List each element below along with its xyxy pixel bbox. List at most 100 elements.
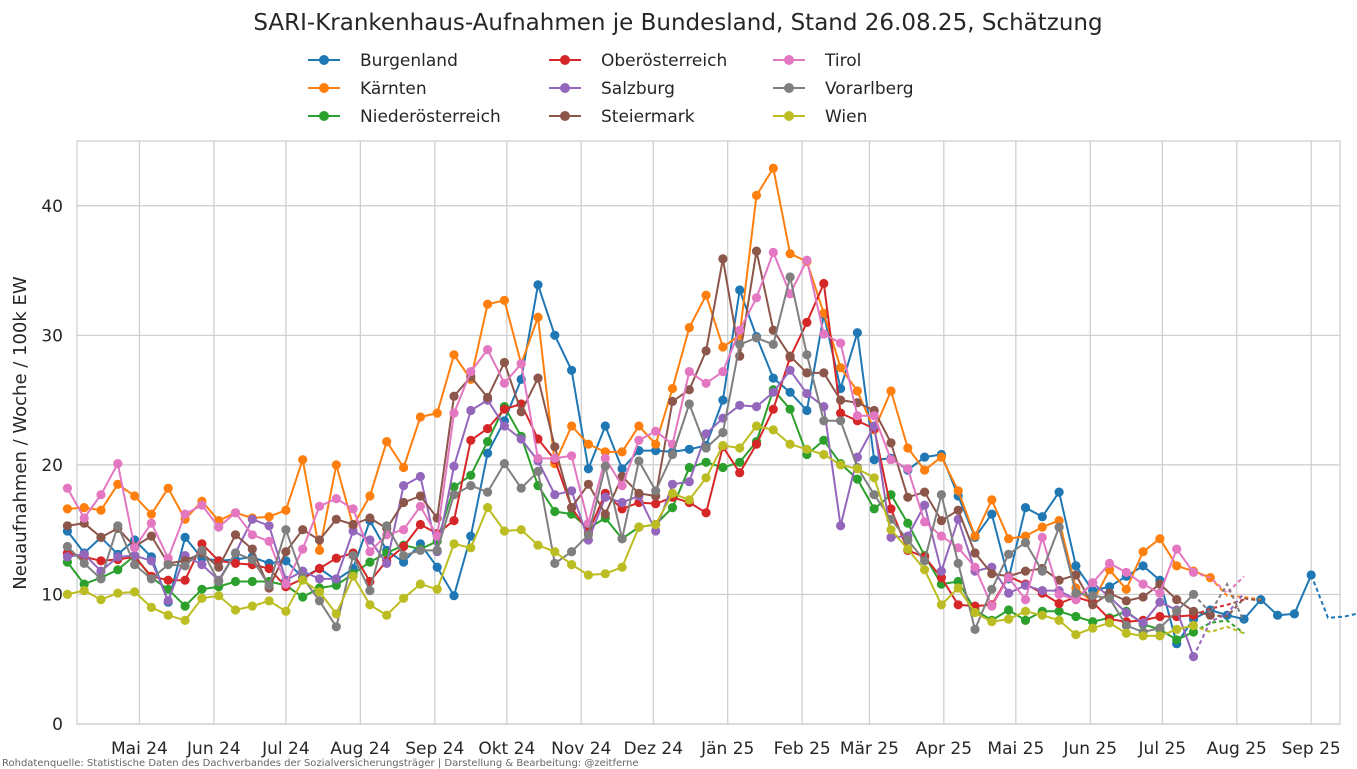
data-point (483, 503, 493, 513)
data-point (634, 522, 644, 532)
data-point (667, 383, 678, 394)
data-point (600, 569, 610, 579)
data-point (903, 464, 913, 474)
data-point (1071, 588, 1081, 598)
data-point (836, 395, 846, 405)
data-point (331, 494, 341, 504)
data-point (432, 584, 442, 594)
data-point (785, 404, 795, 414)
chart-title: SARI-Krankenhaus-Aufnahmen je Bundesland… (253, 10, 1102, 36)
data-point (1104, 558, 1115, 569)
data-point (466, 405, 476, 416)
data-point (516, 483, 526, 493)
legend-marker (319, 83, 329, 93)
data-point (718, 427, 728, 438)
data-point (567, 547, 577, 557)
data-point (1054, 575, 1064, 585)
x-tick-label: Jän 25 (700, 739, 754, 759)
data-point (701, 290, 711, 300)
data-point (936, 531, 947, 541)
data-point (314, 563, 325, 574)
legend-item: Tirol (773, 51, 861, 71)
data-point (499, 404, 509, 414)
data-point (365, 547, 375, 557)
data-point (1020, 606, 1031, 616)
series-line-estimate (1193, 619, 1245, 635)
data-point (684, 477, 694, 487)
data-point (1289, 609, 1299, 619)
data-point (970, 624, 980, 635)
data-point (550, 330, 560, 340)
data-point (600, 447, 610, 457)
data-point (550, 453, 560, 463)
data-point (785, 387, 795, 397)
legend-item: Kärnten (308, 79, 427, 99)
data-point (449, 391, 459, 401)
data-point (281, 547, 291, 557)
data-point (331, 514, 341, 524)
data-point (735, 400, 745, 410)
series-line-estimate (1193, 571, 1245, 595)
y-tick-label: 30 (41, 326, 63, 346)
data-point (499, 378, 509, 388)
data-point (869, 504, 879, 514)
data-point (79, 579, 89, 589)
data-point (197, 500, 207, 510)
x-tick-label: Jun 24 (186, 739, 241, 759)
data-point (617, 562, 627, 572)
data-point (214, 576, 224, 587)
data-point (1037, 512, 1047, 522)
data-point (634, 456, 644, 466)
data-point (953, 576, 963, 587)
data-point (768, 404, 778, 414)
data-point (550, 547, 560, 557)
data-point (1020, 531, 1031, 541)
data-point (567, 421, 577, 431)
data-point (197, 545, 207, 556)
data-point (936, 490, 947, 500)
data-point (348, 519, 358, 530)
data-point (1121, 567, 1131, 578)
legend-item: Steiermark (549, 107, 695, 127)
data-point (684, 462, 694, 473)
data-point (718, 462, 728, 473)
data-point (298, 525, 308, 535)
data-point (1138, 561, 1148, 571)
data-point (920, 500, 930, 510)
data-point (314, 535, 325, 545)
data-point (146, 574, 156, 584)
data-point (399, 462, 409, 473)
data-point (113, 565, 123, 575)
data-point (936, 452, 947, 462)
data-point (146, 518, 156, 528)
data-point (264, 512, 274, 522)
x-tick-label: Sep 25 (1282, 739, 1341, 759)
data-point (1155, 623, 1165, 633)
data-point (1088, 617, 1098, 627)
data-point (1054, 598, 1064, 609)
data-point (1273, 610, 1283, 620)
data-point (1004, 573, 1014, 583)
data-point (735, 339, 745, 349)
data-point (1172, 624, 1182, 635)
data-point (113, 479, 123, 489)
data-point (651, 486, 661, 496)
data-point (197, 560, 207, 570)
data-point (230, 576, 241, 587)
data-point (146, 556, 156, 566)
data-point (415, 579, 425, 589)
data-point (869, 455, 879, 465)
data-point (1037, 522, 1047, 532)
legend-item: Burgenland (308, 51, 458, 71)
data-point (667, 479, 678, 489)
data-point (449, 482, 459, 492)
data-point (953, 558, 963, 569)
data-point (281, 525, 291, 535)
data-point (432, 531, 442, 541)
data-point (298, 455, 308, 465)
series-vorarlberg (62, 272, 1245, 637)
data-point (667, 488, 678, 498)
legend-marker (560, 111, 570, 121)
data-point (466, 367, 476, 377)
data-point (1071, 611, 1081, 622)
